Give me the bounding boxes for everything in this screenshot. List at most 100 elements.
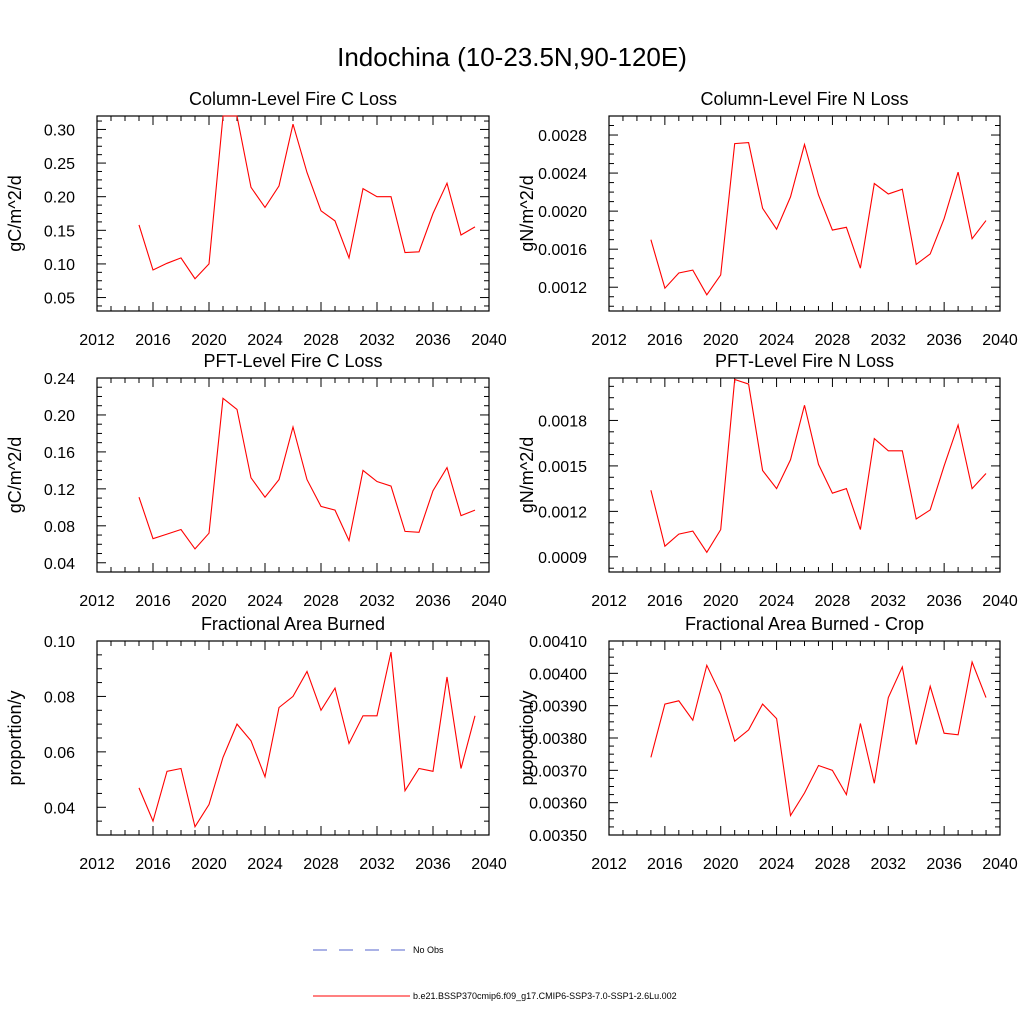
y-tick-label: 0.04 (44, 800, 75, 817)
x-tick-label: 2032 (870, 593, 906, 610)
x-tick-label: 2028 (815, 856, 851, 873)
x-tick-label: 2016 (135, 856, 171, 873)
y-tick-label: 0.20 (44, 408, 75, 425)
y-tick-label: 0.00410 (529, 634, 587, 651)
y-tick-label: 0.0028 (538, 128, 587, 145)
x-tick-label: 2036 (926, 593, 962, 610)
x-tick-label: 2040 (471, 332, 507, 349)
plot-frame (609, 641, 1000, 835)
x-tick-label: 2040 (982, 593, 1018, 610)
y-tick-label: 0.00370 (529, 763, 587, 780)
plot-frame (97, 641, 489, 835)
y-tick-label: 0.04 (44, 556, 75, 573)
y-tick-label: 0.10 (44, 257, 75, 274)
y-tick-label: 0.0016 (538, 242, 587, 259)
x-tick-label: 2036 (926, 856, 962, 873)
y-tick-label: 0.05 (44, 291, 75, 308)
x-tick-label: 2040 (471, 593, 507, 610)
x-tick-label: 2020 (703, 593, 739, 610)
x-tick-label: 2016 (135, 593, 171, 610)
x-tick-label: 2028 (815, 593, 851, 610)
y-tick-label: 0.0018 (538, 413, 587, 430)
plot-frame (97, 378, 489, 572)
y-tick-label: 0.10 (44, 634, 75, 651)
x-tick-label: 2024 (247, 332, 283, 349)
panels-group: Column-Level Fire C Loss gC/m^2/d 2012 2016… (5, 89, 1018, 873)
y-tick-label: 0.08 (44, 519, 75, 536)
y-tick-label: 0.00380 (529, 731, 587, 748)
panel-title: PFT-Level Fire N Loss (715, 351, 894, 371)
y-tick-label: 0.0012 (538, 504, 587, 521)
legend-label-no-obs: No Obs (413, 945, 444, 955)
y-tick-label: 0.0009 (538, 550, 587, 567)
y-tick-label: 0.16 (44, 445, 75, 462)
y-axis-label: proportion/y (5, 690, 25, 785)
x-tick-label: 2036 (415, 593, 451, 610)
y-tick-label: 0.0012 (538, 280, 587, 297)
panel-4: PFT-Level Fire N Loss gN/m^2/d 2012 2016 202… (517, 351, 1018, 610)
series-line-1 (651, 380, 986, 553)
x-tick-label: 2024 (247, 856, 283, 873)
x-tick-label: 2036 (415, 332, 451, 349)
x-tick-label: 2020 (191, 593, 227, 610)
y-tick-label: 0.0015 (538, 459, 587, 476)
series-line-1 (139, 116, 475, 279)
x-tick-label: 2012 (591, 593, 627, 610)
x-tick-label: 2012 (591, 856, 627, 873)
y-tick-label: 0.08 (44, 689, 75, 706)
panel-title: Column-Level Fire C Loss (189, 89, 397, 109)
panel-6: Fractional Area Burned - Cropproportion/… (517, 614, 1018, 873)
x-tick-label: 2012 (79, 593, 115, 610)
y-tick-label: 0.00390 (529, 699, 587, 716)
panel-5: Fractional Area Burned proportion/y 2012 20… (5, 614, 507, 873)
y-tick-label: 0.06 (44, 745, 75, 762)
x-tick-label: 2020 (191, 332, 227, 349)
x-tick-label: 2032 (870, 856, 906, 873)
series-line-1 (651, 143, 986, 295)
x-tick-label: 2032 (359, 856, 395, 873)
x-tick-label: 2012 (591, 332, 627, 349)
x-tick-label: 2016 (647, 593, 683, 610)
x-tick-label: 2016 (647, 856, 683, 873)
y-tick-label: 0.15 (44, 223, 75, 240)
x-tick-label: 2012 (79, 856, 115, 873)
y-tick-label: 0.20 (44, 190, 75, 207)
x-tick-label: 2020 (703, 332, 739, 349)
series-line-1 (139, 652, 475, 827)
x-tick-label: 2032 (359, 593, 395, 610)
y-tick-label: 0.30 (44, 122, 75, 139)
y-tick-label: 0.0020 (538, 204, 587, 221)
legend: No Obs b.e21.BSSP370cmip6.f09_g17.CMIP6-… (313, 945, 677, 1001)
x-tick-label: 2040 (982, 332, 1018, 349)
y-tick-label: 0.00360 (529, 796, 587, 813)
y-tick-label: 0.24 (44, 371, 75, 388)
x-tick-label: 2028 (303, 856, 339, 873)
series-line-1 (139, 398, 475, 549)
y-tick-label: 0.0024 (538, 166, 587, 183)
figure-title: Indochina (10-23.5N,90-120E) (337, 42, 687, 72)
panel-title: Fractional Area Burned (201, 614, 385, 634)
x-tick-label: 2028 (303, 593, 339, 610)
x-tick-label: 2028 (303, 332, 339, 349)
series-line-1 (651, 662, 986, 816)
panel-title: Column-Level Fire N Loss (700, 89, 908, 109)
y-axis-label: gC/m^2/d (5, 437, 25, 513)
panel-title: PFT-Level Fire C Loss (203, 351, 382, 371)
x-tick-label: 2032 (870, 332, 906, 349)
legend-label-model: b.e21.BSSP370cmip6.f09_g17.CMIP6-SSP3-7.… (413, 991, 677, 1001)
x-tick-label: 2024 (759, 332, 795, 349)
x-tick-label: 2040 (982, 856, 1018, 873)
x-tick-label: 2032 (359, 332, 395, 349)
x-tick-label: 2024 (759, 593, 795, 610)
x-tick-label: 2024 (247, 593, 283, 610)
y-axis-label: gN/m^2/d (517, 437, 537, 513)
panel-3: PFT-Level Fire C Loss gC/m^2/d 2012 2016 202… (5, 351, 507, 610)
x-tick-label: 2040 (471, 856, 507, 873)
x-tick-label: 2016 (135, 332, 171, 349)
x-tick-label: 2016 (647, 332, 683, 349)
x-tick-label: 2036 (926, 332, 962, 349)
